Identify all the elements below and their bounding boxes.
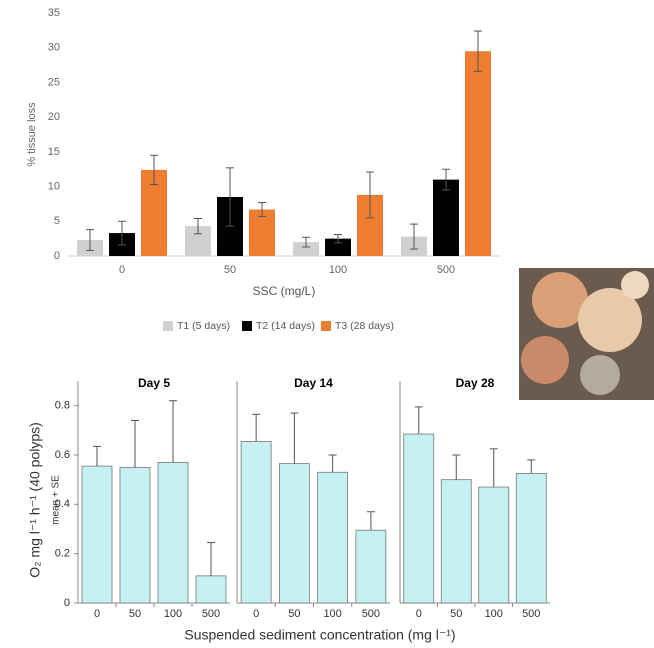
bar [465,51,491,256]
bar [356,530,386,603]
legend-swatch [242,321,252,331]
legend-label: T2 (14 days) [256,320,315,332]
x-tick-label: 500 [437,264,455,276]
x-tick-label: 100 [323,608,341,620]
coral-photo [519,268,654,400]
bar [120,467,150,603]
photo-blob [521,336,569,384]
photo-blob [580,355,620,395]
bar [516,474,546,604]
y-tick-label: 5 [54,215,60,227]
legend-label: T3 (28 days) [335,320,394,332]
x-tick-label: 50 [288,608,300,620]
y-axis-title: % tissue loss [26,102,38,167]
x-tick-label: 500 [202,608,220,620]
x-tick-label: 100 [485,608,503,620]
y-tick-label: 10 [48,180,60,192]
bar [441,480,471,603]
x-tick-label: 100 [164,608,182,620]
y-tick-label: 25 [48,76,60,88]
bar [404,434,434,603]
legend-swatch [163,321,173,331]
y-tick-label: 20 [48,111,60,123]
y-tick-label: 0 [54,250,60,262]
x-tick-label: 500 [522,608,540,620]
legend-swatch [321,321,331,331]
x-tick-label: 50 [129,608,141,620]
x-tick-label: 50 [450,608,462,620]
figure: O₂ mg l⁻¹ h⁻¹ (40 polyps) mean + SE Susp… [0,0,654,648]
x-tick-label: 0 [94,608,100,620]
panel-title: Day 5 [138,376,170,390]
x-tick-label: 500 [362,608,380,620]
bar [82,466,112,603]
x-axis-title: Suspended sediment concentration (mg l⁻¹… [184,627,455,643]
bar [196,576,226,603]
x-tick-label: 0 [416,608,422,620]
y-tick-label: 30 [48,42,60,54]
legend-label: T1 (5 days) [177,320,230,332]
panel-title: Day 14 [294,376,333,390]
y-tick-label: 0 [64,597,70,609]
y-tick-label: 0.8 [55,400,70,412]
x-tick-label: 100 [329,264,347,276]
x-tick-label: 0 [253,608,259,620]
y-tick-label: 35 [48,7,60,19]
panel-title: Day 28 [456,376,495,390]
bar [479,487,509,603]
bar [241,441,271,603]
y-tick-label: 0.4 [55,498,70,510]
y-tick-label: 0.6 [55,449,70,461]
x-tick-label: 0 [119,264,125,276]
y-tick-label: 0.2 [55,548,70,560]
bar [158,462,188,603]
x-axis-title: SSC (mg/L) [253,284,316,298]
x-tick-label: 50 [224,264,236,276]
bar [433,180,459,256]
photo-blob [621,271,649,299]
bar [318,472,348,603]
bar [279,464,309,603]
y-tick-label: 15 [48,146,60,158]
y-axis-title: O₂ mg l⁻¹ h⁻¹ (40 polyps) [27,422,43,578]
